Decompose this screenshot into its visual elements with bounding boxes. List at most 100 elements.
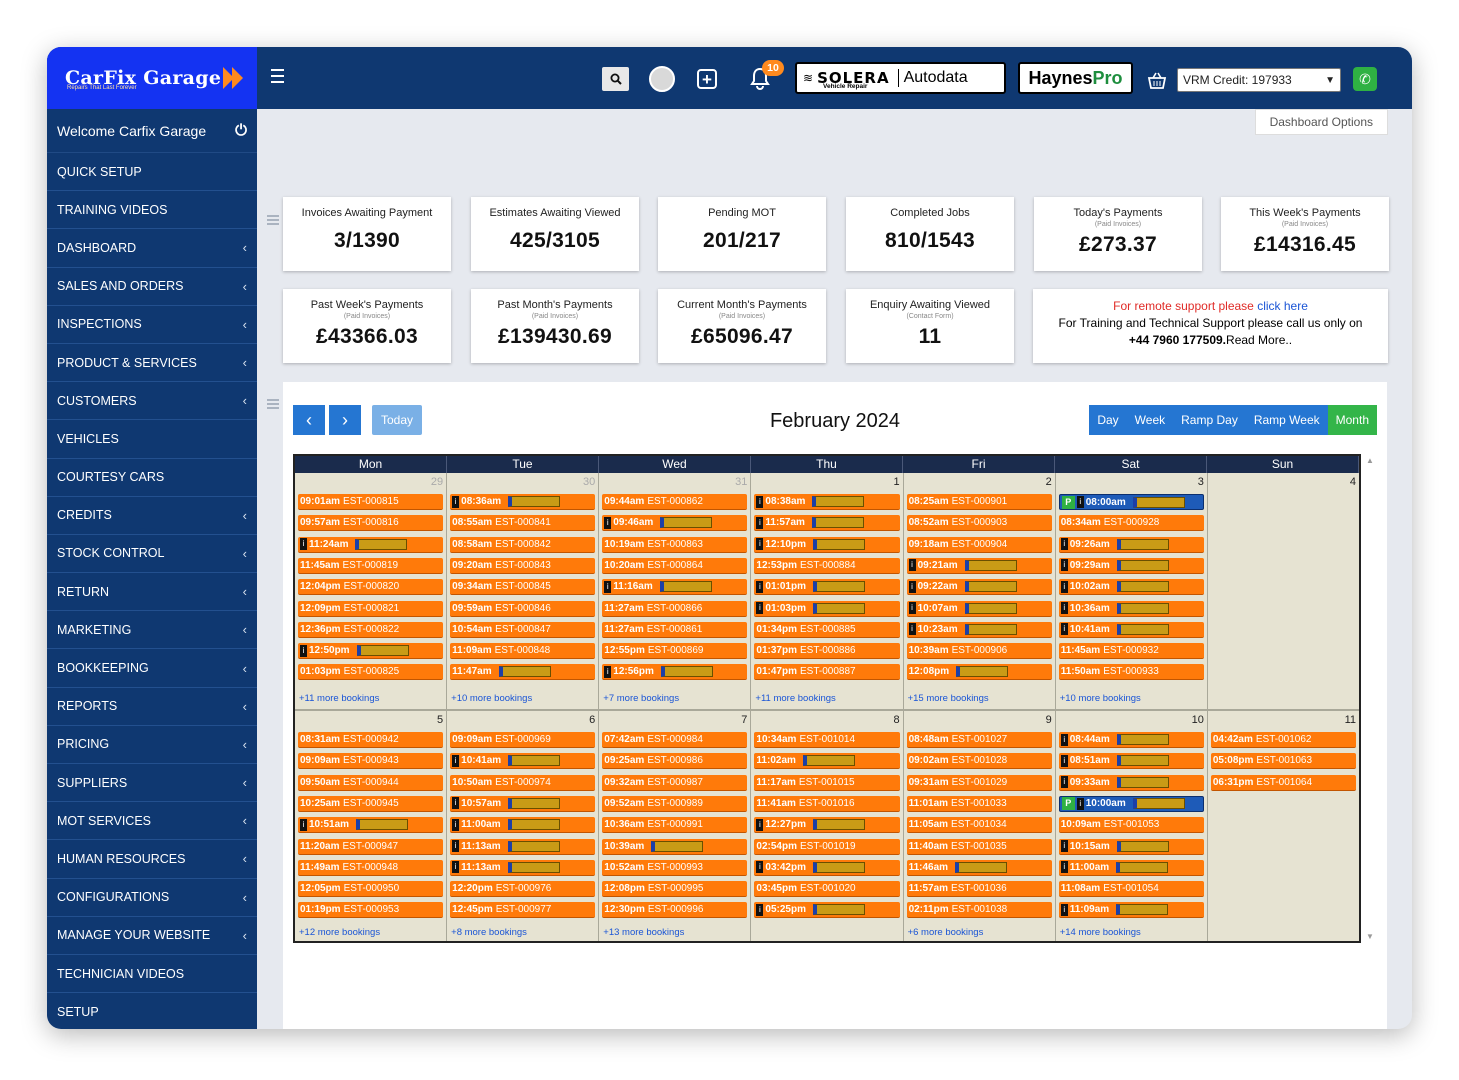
booking-event[interactable]: i 10:51am (298, 817, 444, 834)
sidebar-item[interactable]: DASHBOARD ‹ (47, 229, 257, 268)
booking-event[interactable]: i 09:46am (602, 515, 748, 532)
view-button-week[interactable]: Week (1126, 405, 1174, 435)
sidebar-item[interactable]: MANAGE YOUR WEBSITE ‹ (47, 917, 257, 955)
booking-event[interactable]: 12:30pm EST-000996 (602, 902, 748, 919)
booking-event[interactable]: i 11:24am (298, 536, 444, 553)
drag-handle-icon[interactable] (267, 215, 279, 225)
booking-event[interactable]: i 10:15am (1058, 838, 1204, 855)
booking-event[interactable]: 12:05pm EST-000950 (298, 881, 444, 898)
booking-event[interactable]: 09:59am EST-000846 (450, 600, 596, 617)
calendar-day[interactable]: 4 (1208, 473, 1359, 709)
booking-event[interactable]: 10:39am EST-000906 (906, 643, 1052, 660)
booking-event[interactable]: i 09:26am (1058, 536, 1204, 553)
calendar-scrollbar[interactable]: ▲ ▼ (1366, 456, 1374, 941)
basket-icon[interactable] (1145, 70, 1169, 92)
view-button-ramp-week[interactable]: Ramp Week (1245, 405, 1328, 435)
stat-card[interactable]: Invoices Awaiting Payment 3/1390 (283, 197, 451, 271)
booking-event[interactable]: 09:20am EST-000843 (450, 557, 596, 574)
more-bookings-link[interactable]: +11 more bookings (299, 693, 380, 704)
booking-event[interactable]: 12:55pm EST-000869 (602, 643, 748, 660)
booking-event[interactable]: i 11:00am (1058, 859, 1204, 876)
power-icon[interactable]: ⏻ (235, 122, 247, 139)
more-bookings-link[interactable]: +12 more bookings (299, 927, 381, 938)
booking-event[interactable]: 09:31am EST-001029 (906, 774, 1052, 791)
booking-event[interactable]: 12:36pm EST-000822 (298, 621, 444, 638)
booking-event[interactable]: 01:34pm EST-000885 (754, 621, 900, 638)
next-month-button[interactable]: › (329, 405, 361, 435)
booking-event[interactable]: i 08:44am (1058, 732, 1204, 748)
stat-card[interactable]: This Week's Payments (Paid Invoices) £1431… (1221, 197, 1389, 271)
user-avatar[interactable] (649, 66, 675, 92)
more-bookings-link[interactable]: +10 more bookings (1059, 693, 1141, 704)
booking-event[interactable]: 11:09am EST-000848 (450, 643, 596, 660)
booking-event[interactable]: i 09:29am (1058, 557, 1204, 574)
booking-event[interactable]: i 08:36am (450, 494, 596, 510)
more-bookings-link[interactable]: +6 more bookings (907, 927, 984, 938)
stat-card[interactable]: Pending MOT 201/217 (658, 197, 826, 271)
booking-event[interactable]: 01:47pm EST-000887 (754, 664, 900, 681)
booking-event[interactable]: 12:53pm EST-000884 (754, 557, 900, 574)
booking-event[interactable]: i 01:03pm (754, 600, 900, 617)
booking-event[interactable]: 09:57am EST-000816 (298, 515, 444, 532)
booking-event[interactable]: i 08:51am (1058, 753, 1204, 770)
drag-handle-icon[interactable] (267, 399, 279, 409)
booking-event[interactable]: 11:41am EST-001016 (754, 795, 900, 812)
booking-event[interactable]: 12:04pm EST-000820 (298, 579, 444, 596)
booking-event[interactable]: 12:20pm EST-000976 (450, 881, 596, 898)
stat-card[interactable]: Estimates Awaiting Viewed 425/3105 (471, 197, 639, 271)
booking-event[interactable]: 09:32am EST-000987 (602, 774, 748, 791)
booking-event[interactable]: 09:09am EST-000969 (450, 732, 596, 748)
booking-event[interactable]: i 11:00am (450, 817, 596, 834)
booking-event[interactable]: 10:19am EST-000863 (602, 536, 748, 553)
booking-event[interactable]: 10:20am EST-000864 (602, 557, 748, 574)
booking-event[interactable]: i 12:50pm (298, 643, 444, 660)
booking-event[interactable]: i 11:13am (450, 859, 596, 876)
booking-event[interactable]: i 10:23am (906, 621, 1052, 638)
booking-event[interactable]: i 09:33am (1058, 774, 1204, 791)
booking-event[interactable]: i 10:57am (450, 795, 596, 812)
more-bookings-link[interactable]: +15 more bookings (907, 693, 989, 704)
sidebar-item[interactable]: CUSTOMERS ‹ (47, 382, 257, 421)
prev-month-button[interactable]: ‹ (293, 405, 325, 435)
booking-event[interactable]: 09:25am EST-000986 (602, 753, 748, 770)
booking-event[interactable]: i 10:41am (450, 753, 596, 770)
calendar-day[interactable]: 9 08:48am EST-001027 09:02am EST-001028 09:31… (904, 711, 1056, 941)
booking-event[interactable]: 11:05am EST-001034 (906, 817, 1052, 834)
calendar-day[interactable]: 7 07:42am EST-000984 09:25am EST-000986 09:32… (599, 711, 752, 941)
vrm-credit-select[interactable]: VRM Credit: 197933 ▼ (1177, 68, 1341, 92)
booking-event[interactable]: i 11:09am (1058, 902, 1204, 919)
booking-event[interactable]: 08:48am EST-001027 (906, 732, 1052, 748)
booking-event[interactable]: 12:08pm EST-000995 (602, 881, 748, 898)
calendar-day[interactable]: 11 04:42am EST-001062 05:08pm EST-001063 06:3… (1208, 711, 1359, 941)
booking-event[interactable]: i 12:56pm (602, 664, 748, 681)
booking-event[interactable]: 08:25am EST-000901 (906, 494, 1052, 510)
booking-event[interactable]: 08:55am EST-000841 (450, 515, 596, 532)
booking-event[interactable]: 09:44am EST-000862 (602, 494, 748, 510)
sidebar-item[interactable]: PRICING ‹ (47, 726, 257, 764)
booking-event[interactable]: 11:45am EST-000819 (298, 557, 444, 574)
booking-event[interactable]: 11:27am EST-000866 (602, 600, 748, 617)
calendar-day[interactable]: 1 i 08:38am i 11:57am i 12:10pm 12:53pm EST-0008… (751, 473, 904, 709)
booking-event[interactable]: i 10:41am (1058, 621, 1204, 638)
calendar-day[interactable]: 5 08:31am EST-000942 09:09am EST-000943 09:50… (295, 711, 448, 941)
booking-event[interactable]: 10:54am EST-000847 (450, 621, 596, 638)
brand-logo[interactable]: CarFix Garage Repairs That Last Forever (47, 47, 257, 109)
stat-card[interactable]: Today's Payments (Paid Invoices) £273.37 (1034, 197, 1202, 271)
calendar-day[interactable]: 29 09:01am EST-000815 09:57am EST-000816 i 11:… (295, 473, 448, 709)
booking-event[interactable]: 09:01am EST-000815 (298, 494, 444, 510)
sidebar-item[interactable]: BOOKKEEPING ‹ (47, 649, 257, 688)
booking-event[interactable]: i 03:42pm (754, 859, 900, 876)
booking-event[interactable]: 10:34am EST-001014 (754, 732, 900, 748)
booking-event[interactable]: 04:42am EST-001062 (1210, 732, 1356, 748)
booking-event[interactable]: 11:46am (906, 859, 1052, 876)
search-button[interactable] (602, 67, 629, 91)
booking-event[interactable]: i 08:38am (754, 494, 900, 510)
booking-event[interactable]: 11:20am EST-000947 (298, 838, 444, 855)
booking-event[interactable]: 01:19pm EST-000953 (298, 902, 444, 919)
add-icon[interactable]: + (697, 69, 717, 89)
sidebar-item[interactable]: REPORTS ‹ (47, 688, 257, 726)
booking-event[interactable]: i 10:02am (1058, 579, 1204, 596)
